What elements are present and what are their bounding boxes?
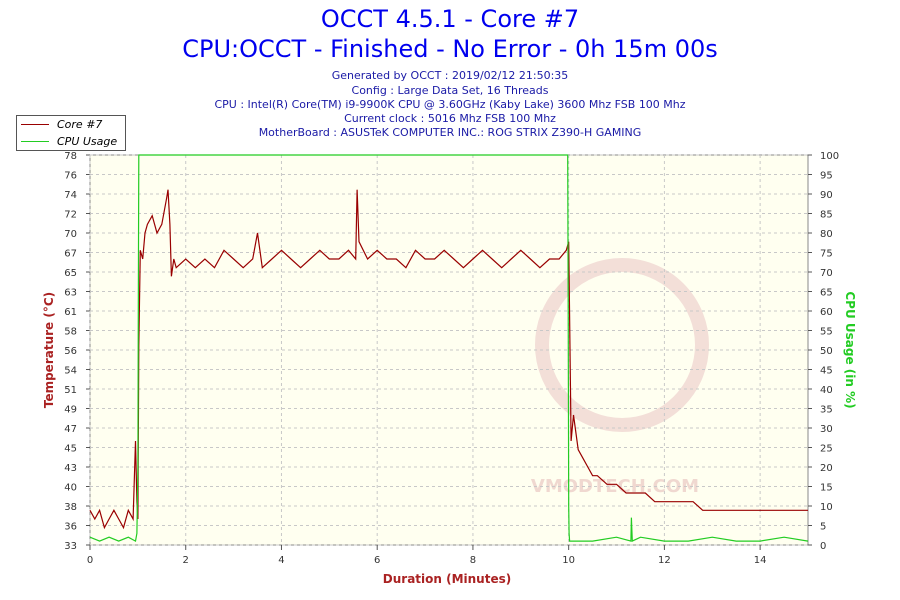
y2-tick-label: 65 bbox=[820, 288, 833, 299]
x-tick-label: 6 bbox=[374, 555, 380, 566]
y-tick-label: 74 bbox=[64, 190, 77, 201]
y-tick-label: 54 bbox=[64, 366, 77, 377]
y-tick-label: 43 bbox=[64, 463, 77, 474]
y-axis-title: Temperature (°C) bbox=[42, 292, 56, 408]
series-line-core7 bbox=[89, 189, 808, 530]
x-tick-label: 10 bbox=[562, 555, 575, 566]
y2-tick-label: 100 bbox=[820, 151, 839, 162]
info-clock: Current clock : 5016 Mhz FSB 100 Mhz bbox=[344, 112, 556, 125]
y2-tick-label: 5 bbox=[820, 522, 826, 533]
info-generated: Generated by OCCT : 2019/02/12 21:50:35 bbox=[331, 69, 569, 82]
y2-tick-label: 30 bbox=[820, 424, 833, 435]
chart-title: OCCT 4.5.1 - Core #7 bbox=[320, 5, 580, 33]
y-tick-label: 67 bbox=[64, 249, 77, 260]
x-tick-label: 14 bbox=[754, 555, 767, 566]
legend-label-cpu-usage: CPU Usage bbox=[57, 134, 118, 148]
y-tick-label: 33 bbox=[64, 541, 77, 552]
y2-tick-label: 10 bbox=[820, 502, 833, 513]
y2-tick-label: 40 bbox=[820, 385, 833, 396]
y-tick-label: 40 bbox=[64, 483, 77, 494]
y-tick-label: 61 bbox=[64, 307, 77, 318]
plot-area bbox=[89, 154, 809, 546]
info-cpu: CPU : Intel(R) Core(TM) i9-9900K CPU @ 3… bbox=[214, 98, 686, 111]
y2-tick-label: 50 bbox=[820, 346, 833, 357]
watermark-logo bbox=[535, 258, 709, 432]
y-tick-label: 78 bbox=[64, 151, 77, 162]
series-line-cpu-usage bbox=[89, 154, 809, 543]
x-axis-title: Duration (Minutes) bbox=[383, 572, 511, 586]
y2-tick-label: 70 bbox=[820, 268, 833, 279]
y2-tick-label: 0 bbox=[820, 541, 826, 552]
y2-tick-label: 20 bbox=[820, 463, 833, 474]
y2-tick-label: 95 bbox=[820, 171, 833, 182]
y2-tick-label: 90 bbox=[820, 190, 833, 201]
info-motherboard: MotherBoard : ASUSTeK COMPUTER INC.: ROG… bbox=[258, 126, 642, 139]
chart-subtitle: CPU:OCCT - Finished - No Error - 0h 15m … bbox=[182, 35, 718, 63]
x-tick-label: 4 bbox=[278, 555, 284, 566]
legend-swatch-core7 bbox=[21, 123, 49, 125]
y-tick-label: 47 bbox=[64, 424, 77, 435]
y2-tick-label: 15 bbox=[820, 483, 833, 494]
chart-legend: Core #7 CPU Usage bbox=[16, 115, 126, 151]
x-tick-label: 8 bbox=[470, 555, 476, 566]
y-tick-label: 38 bbox=[64, 502, 77, 513]
y2-tick-label: 45 bbox=[820, 366, 833, 377]
y-tick-label: 56 bbox=[64, 346, 77, 357]
y2-axis-title: CPU Usage (in %) bbox=[843, 291, 857, 408]
y2-tick-label: 60 bbox=[820, 307, 833, 318]
legend-label-core7: Core #7 bbox=[57, 117, 103, 131]
y2-tick-label: 55 bbox=[820, 327, 833, 338]
x-tick-label: 2 bbox=[183, 555, 189, 566]
legend-item-core7: Core #7 bbox=[17, 116, 102, 132]
y-tick-label: 65 bbox=[64, 268, 77, 279]
y2-tick-label: 25 bbox=[820, 444, 833, 455]
legend-item-cpu-usage: CPU Usage bbox=[17, 133, 117, 149]
x-tick-label: 12 bbox=[658, 555, 671, 566]
y-tick-label: 45 bbox=[64, 444, 77, 455]
info-config: Config : Large Data Set, 16 Threads bbox=[351, 84, 549, 97]
y-tick-label: 76 bbox=[64, 171, 77, 182]
y2-tick-label: 75 bbox=[820, 249, 833, 260]
y-tick-label: 72 bbox=[64, 210, 77, 221]
x-tick-label: 0 bbox=[87, 555, 93, 566]
y-tick-label: 49 bbox=[64, 405, 77, 416]
y2-tick-label: 85 bbox=[820, 210, 833, 221]
y-tick-label: 58 bbox=[64, 327, 77, 338]
y2-tick-label: 80 bbox=[820, 229, 833, 240]
y-tick-label: 36 bbox=[64, 522, 77, 533]
y-tick-label: 51 bbox=[64, 385, 77, 396]
y-tick-label: 63 bbox=[64, 288, 77, 299]
y2-tick-label: 35 bbox=[820, 405, 833, 416]
legend-swatch-cpu-usage bbox=[21, 140, 49, 142]
y-tick-label: 70 bbox=[64, 229, 77, 240]
